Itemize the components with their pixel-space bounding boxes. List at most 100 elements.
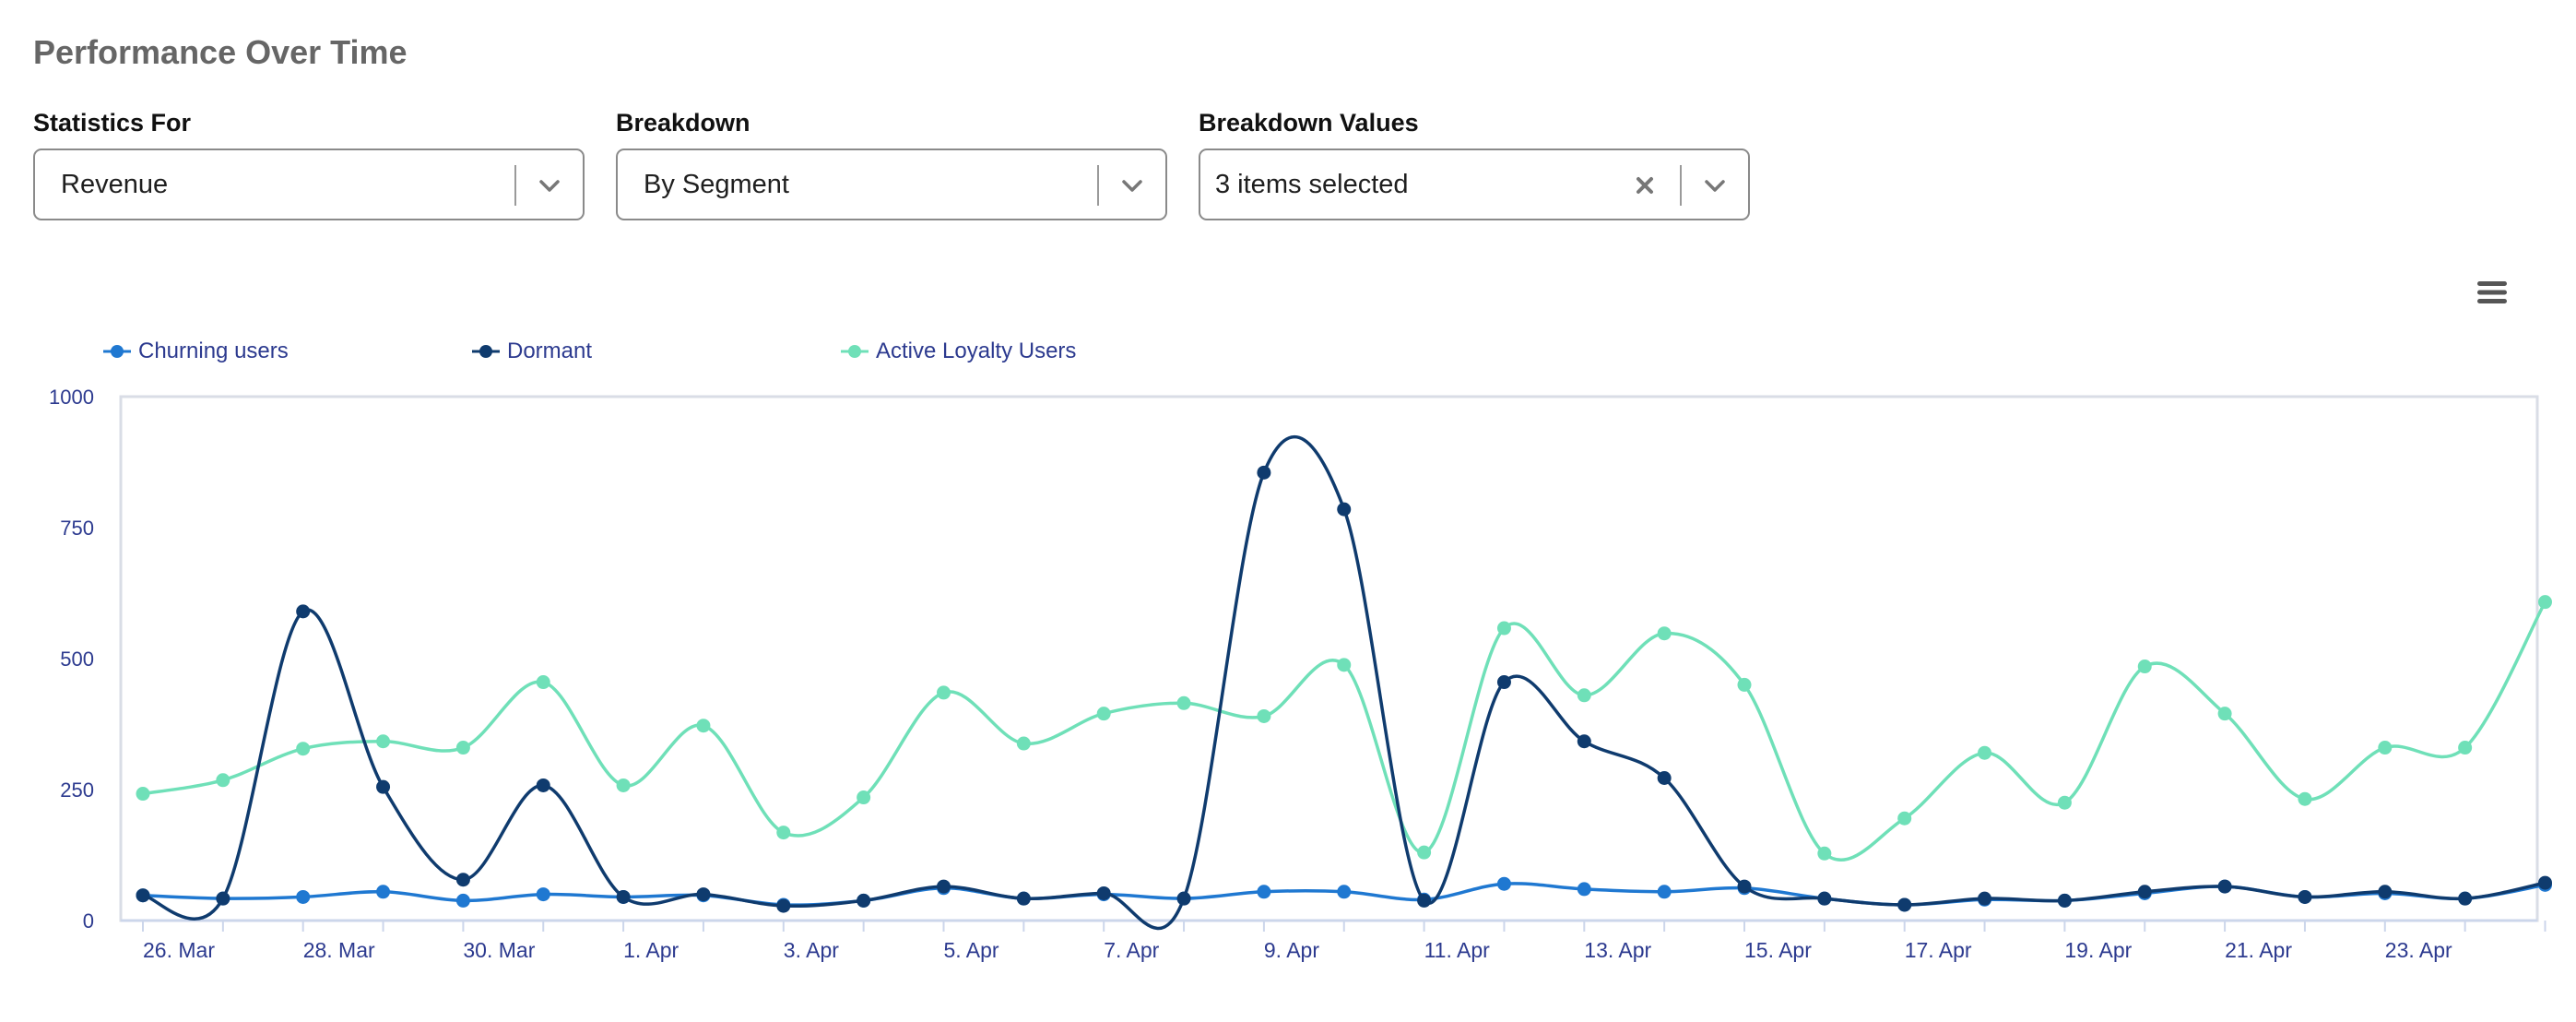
select-separator [1680, 165, 1682, 206]
data-point-dormant [1496, 675, 1511, 690]
legend-label: Dormant [507, 339, 593, 363]
data-point-dormant [216, 891, 230, 906]
data-point-dormant [455, 873, 470, 887]
x-tick-label: 13. Apr [1584, 938, 1651, 962]
data-point-dormant [376, 779, 391, 794]
chevron-down-icon[interactable] [1700, 171, 1730, 200]
breakdown-label: Breakdown [616, 109, 750, 137]
data-point-active-loyalty-users [616, 778, 631, 792]
hamburger-menu-icon[interactable] [2476, 279, 2508, 306]
legend-symbol [472, 345, 500, 358]
y-tick-label: 750 [60, 517, 94, 540]
x-tick-label: 9. Apr [1264, 938, 1319, 962]
data-point-dormant [1096, 885, 1111, 900]
breakdown-select[interactable]: By Segment [616, 149, 1167, 220]
data-point-active-loyalty-users [216, 773, 230, 788]
data-point-dormant [696, 887, 711, 902]
data-point-dormant [1257, 465, 1271, 480]
x-tick-label: 7. Apr [1104, 938, 1159, 962]
data-point-active-loyalty-users [1737, 677, 1752, 692]
legend-item-churning-users[interactable]: Churning users [101, 338, 289, 365]
data-point-dormant [2298, 889, 2312, 904]
x-tick-label: 1. Apr [623, 938, 679, 962]
data-point-active-loyalty-users [1096, 707, 1111, 721]
data-point-active-loyalty-users [1817, 846, 1832, 861]
y-tick-label: 250 [60, 778, 94, 802]
data-point-active-loyalty-users [2378, 741, 2393, 755]
chevron-down-icon[interactable] [535, 171, 564, 200]
data-point-active-loyalty-users [296, 742, 311, 756]
data-point-active-loyalty-users [2538, 595, 2552, 610]
data-point-dormant [2458, 891, 2473, 906]
data-point-active-loyalty-users [1496, 621, 1511, 636]
data-point-active-loyalty-users [857, 790, 871, 805]
data-point-active-loyalty-users [536, 675, 550, 690]
data-point-active-loyalty-users [696, 719, 711, 733]
data-point-active-loyalty-users [2298, 791, 2312, 806]
data-point-dormant [2538, 875, 2552, 890]
legend-symbol [841, 345, 869, 358]
data-point-active-loyalty-users [1337, 658, 1352, 672]
data-point-dormant [296, 604, 311, 619]
data-point-active-loyalty-users [2137, 660, 2152, 674]
data-point-dormant [776, 898, 791, 913]
data-point-dormant [1657, 771, 1672, 786]
data-point-active-loyalty-users [937, 685, 951, 700]
data-point-active-loyalty-users [1577, 688, 1591, 703]
chevron-down-icon[interactable] [1117, 171, 1147, 200]
data-point-dormant [1337, 502, 1352, 517]
data-point-dormant [1978, 891, 1992, 906]
data-point-active-loyalty-users [2458, 741, 2473, 755]
legend-label: Active Loyalty Users [876, 339, 1077, 363]
data-point-dormant [2057, 893, 2072, 908]
select-separator [1097, 165, 1099, 206]
data-point-active-loyalty-users [455, 741, 470, 755]
series-line-active-loyalty-users [142, 600, 2547, 862]
data-point-active-loyalty-users [1257, 708, 1271, 723]
data-point-dormant [136, 888, 150, 903]
page-title: Performance Over Time [33, 33, 408, 71]
data-point-churning-users [536, 887, 550, 902]
data-point-churning-users [1496, 876, 1511, 891]
breakdown-values-value: 3 items selected [1215, 170, 1409, 199]
statistics-for-label: Statistics For [33, 109, 192, 137]
x-tick-label: 23. Apr [2385, 938, 2452, 962]
data-point-active-loyalty-users [1978, 745, 1992, 760]
data-point-active-loyalty-users [2217, 707, 2232, 721]
statistics-for-select[interactable]: Revenue [33, 149, 585, 220]
close-icon[interactable] [1630, 171, 1660, 200]
data-point-active-loyalty-users [1016, 736, 1031, 751]
x-tick-label: 30. Mar [463, 938, 535, 962]
y-tick-label: 0 [83, 909, 94, 933]
data-point-dormant [2137, 885, 2152, 899]
x-tick-label: 3. Apr [784, 938, 839, 962]
x-tick-label: 15. Apr [1744, 938, 1812, 962]
data-point-active-loyalty-users [1176, 695, 1191, 710]
data-point-dormant [1176, 891, 1191, 906]
legend-item-active-loyalty-users[interactable]: Active Loyalty Users [839, 338, 1076, 365]
data-point-dormant [1817, 891, 1832, 906]
data-point-active-loyalty-users [776, 826, 791, 840]
data-point-active-loyalty-users [376, 734, 391, 749]
data-point-active-loyalty-users [1657, 626, 1672, 641]
data-point-churning-users [1577, 882, 1591, 897]
data-point-dormant [536, 778, 550, 792]
data-point-dormant [2378, 885, 2393, 899]
data-point-churning-users [296, 889, 311, 904]
x-tick-label: 28. Mar [303, 938, 375, 962]
breakdown-values-select[interactable]: 3 items selected [1199, 149, 1750, 220]
data-point-churning-users [1257, 885, 1271, 899]
breakdown-values-label: Breakdown Values [1199, 109, 1419, 137]
data-point-churning-users [1337, 885, 1352, 899]
data-point-dormant [1577, 734, 1591, 749]
data-point-dormant [2217, 879, 2232, 894]
data-point-active-loyalty-users [1417, 845, 1432, 860]
x-tick-label: 11. Apr [1424, 938, 1491, 962]
y-tick-label: 1000 [49, 386, 94, 409]
x-tick-label: 17. Apr [1905, 938, 1972, 962]
data-point-active-loyalty-users [1897, 811, 1912, 826]
legend-item-dormant[interactable]: Dormant [470, 338, 592, 365]
data-point-active-loyalty-users [136, 787, 150, 802]
y-tick-label: 500 [60, 648, 94, 671]
